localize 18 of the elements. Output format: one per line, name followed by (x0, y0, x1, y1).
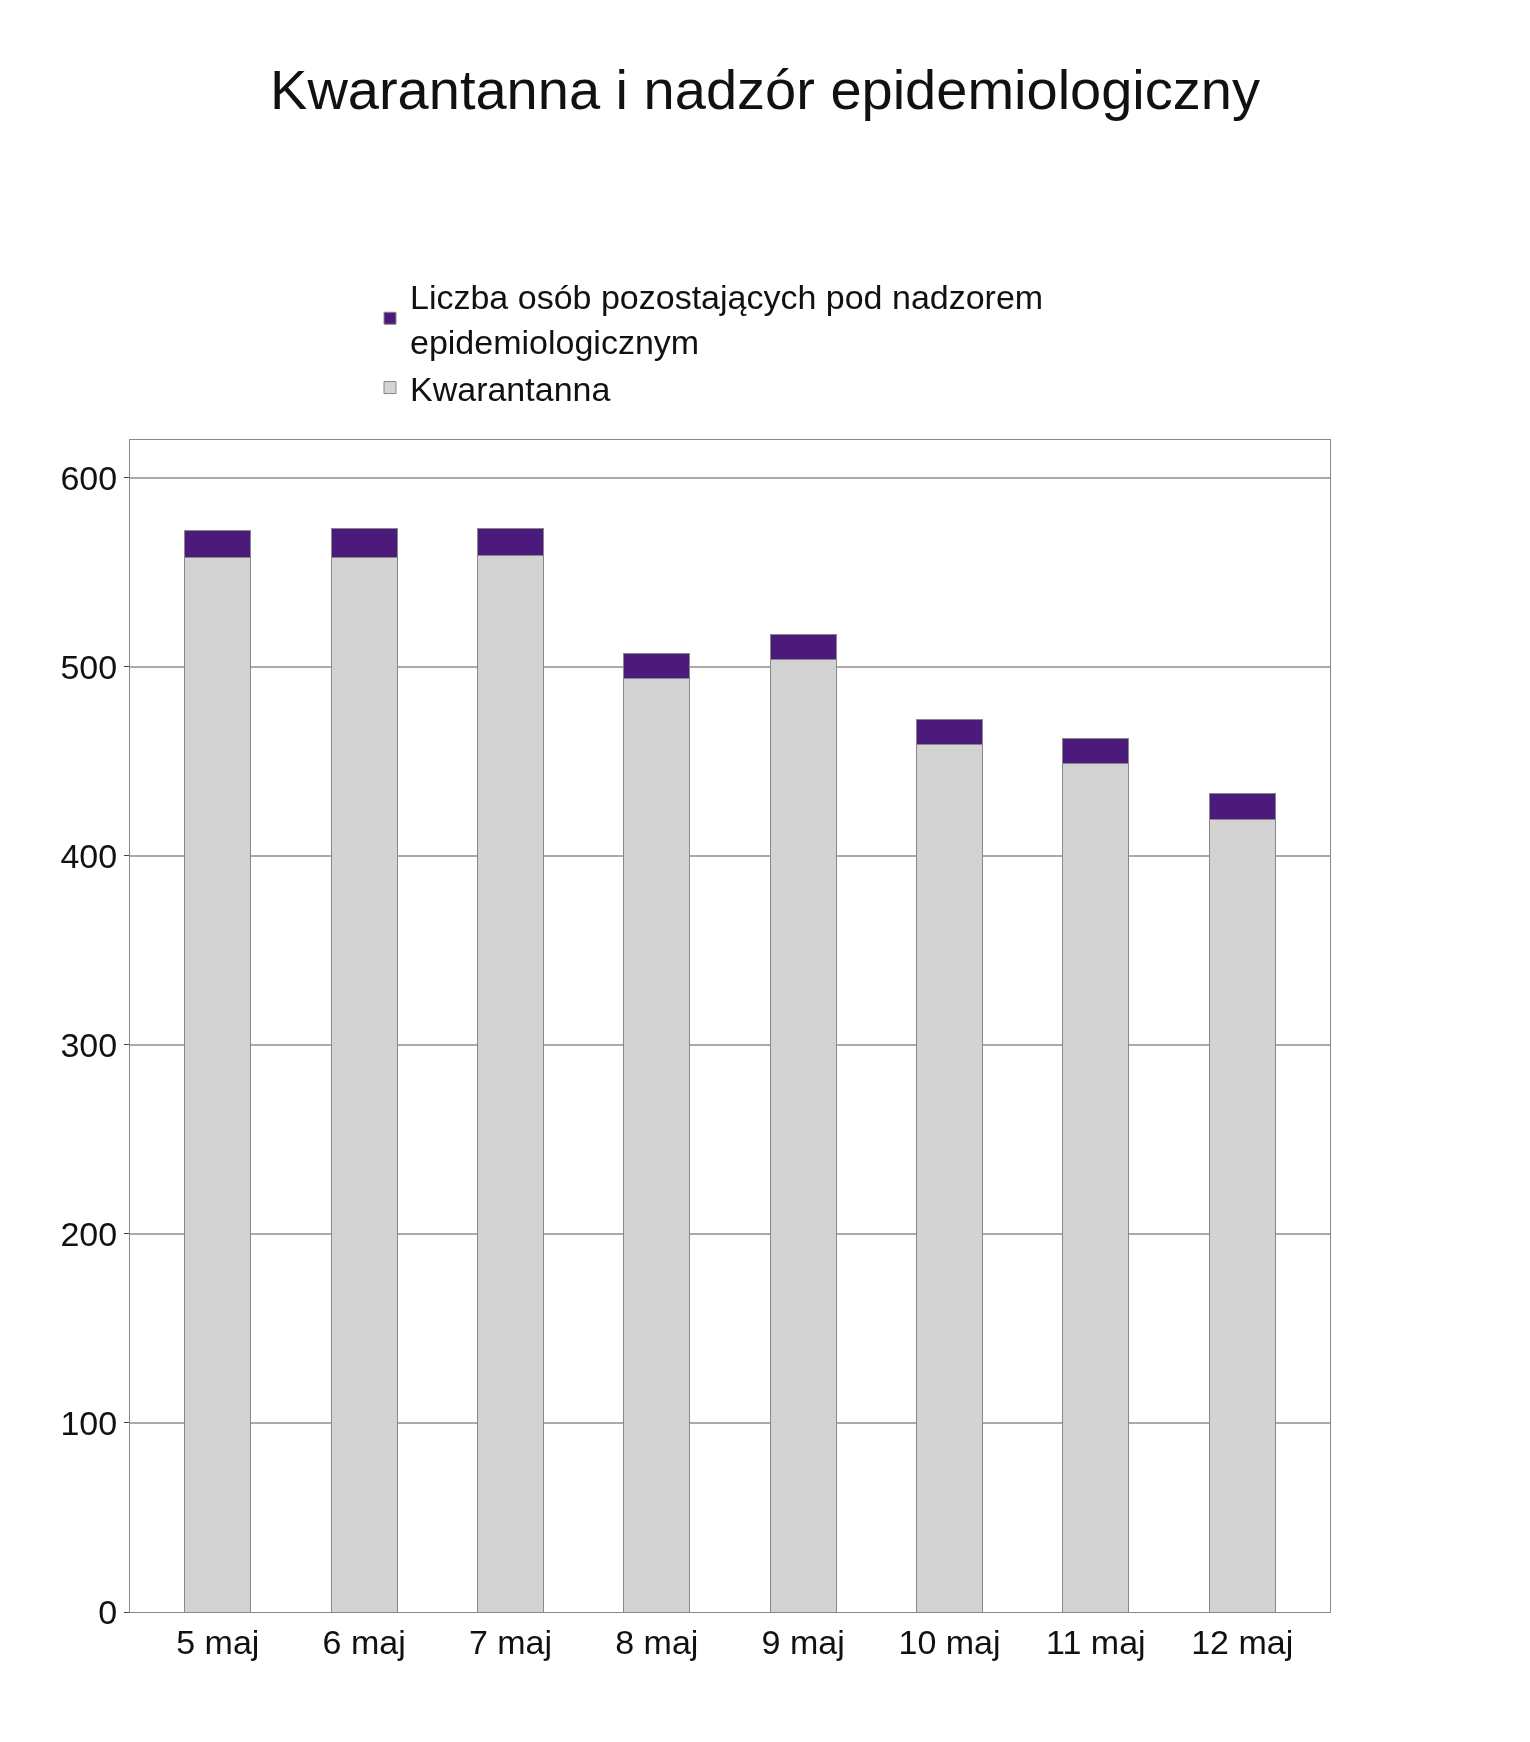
legend-label: Kwarantanna (410, 369, 611, 408)
x-tick-label: 6 maj (322, 1622, 406, 1661)
y-tick-label: 500 (60, 647, 118, 686)
y-tick-label: 400 (60, 836, 118, 875)
legend-label: Liczba osób pozostających pod nadzorem epidemiologicznym (410, 278, 1044, 361)
y-tick-label: 0 (98, 1592, 118, 1631)
x-tick-label: 11 maj (1046, 1622, 1146, 1661)
x-tick-label: 10 maj (898, 1622, 1001, 1661)
x-tick-label: 12 maj (1191, 1622, 1294, 1661)
x-tick-label: 9 maj (761, 1622, 845, 1661)
x-tick-label: 8 maj (615, 1622, 699, 1661)
y-tick-label: 100 (60, 1403, 118, 1442)
y-tick-label: 200 (60, 1214, 118, 1253)
y-tick-label: 300 (60, 1025, 118, 1064)
chart-title: Kwarantanna i nadzór epidemiologiczny (270, 57, 1260, 121)
x-tick-label: 7 maj (468, 1622, 553, 1661)
y-tick-label: 600 (60, 458, 118, 497)
x-tick-label: 5 maj (176, 1622, 260, 1661)
